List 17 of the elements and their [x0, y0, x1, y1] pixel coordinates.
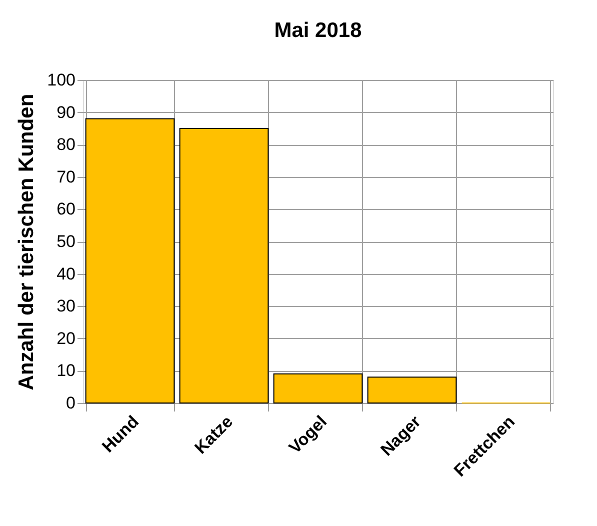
y-tick-label: 60 — [56, 200, 76, 219]
y-tick-label: 50 — [56, 232, 76, 251]
y-tick-label: 20 — [56, 328, 76, 348]
y-axis-title: Anzahl der tierischen Kunden — [15, 94, 38, 390]
bar — [85, 118, 175, 404]
y-tick-label: 0 — [66, 394, 76, 412]
bar — [179, 128, 269, 404]
y-tick-label: 100 — [47, 70, 76, 90]
chart-title: Mai 2018 — [274, 19, 362, 42]
y-tick-label: 10 — [56, 361, 76, 380]
y-tick-label: 40 — [56, 264, 76, 284]
y-tick-label: 90 — [56, 102, 76, 122]
bar — [273, 373, 363, 404]
y-tick-label: 80 — [56, 135, 76, 154]
y-tick-label: 30 — [56, 296, 76, 316]
bar — [367, 376, 457, 404]
y-tick-label: 70 — [56, 167, 76, 186]
